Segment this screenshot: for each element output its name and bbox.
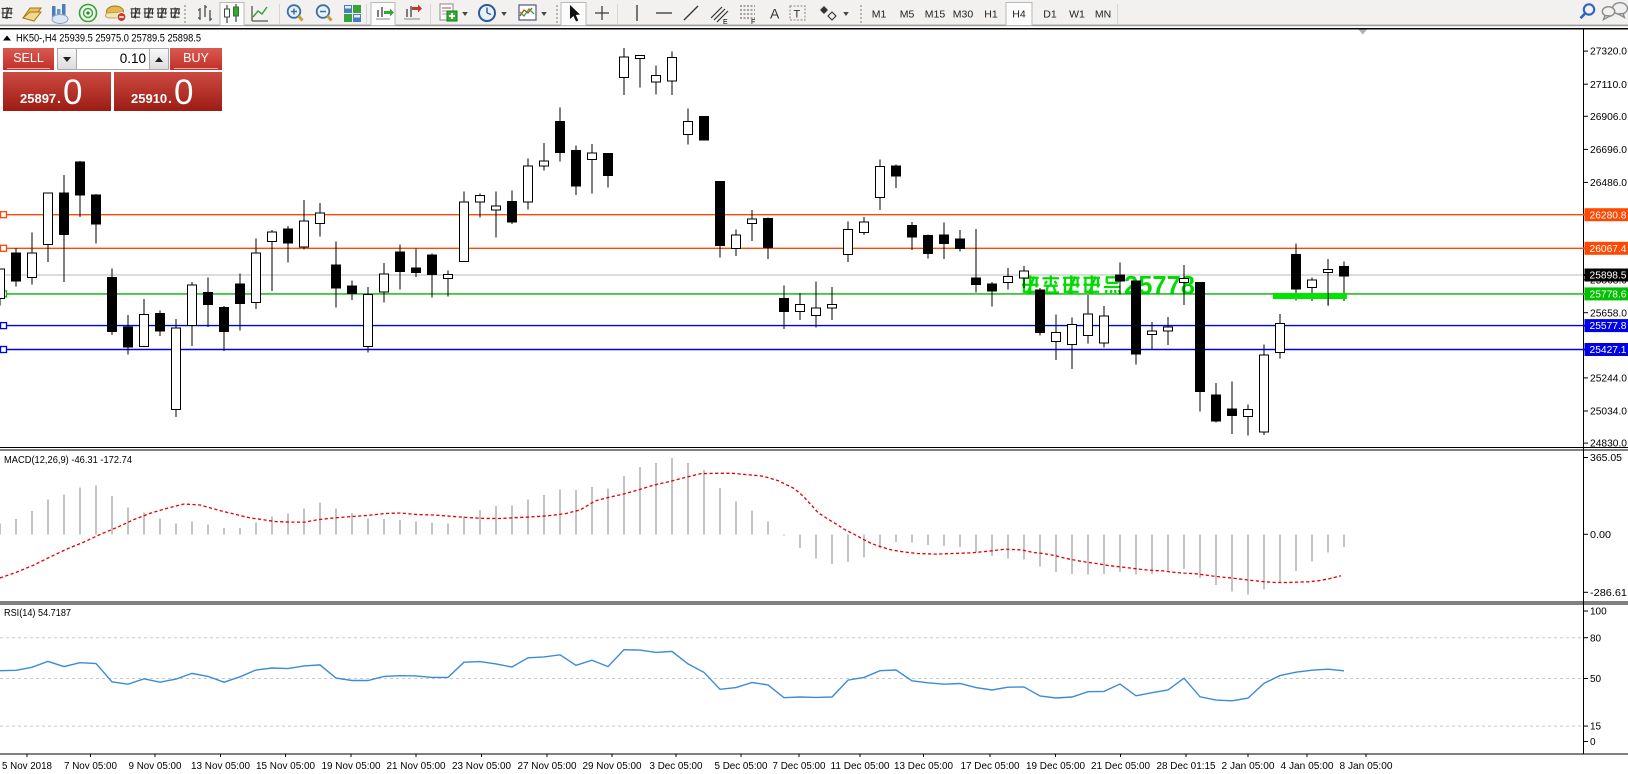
svg-text:5 Nov 2018: 5 Nov 2018	[2, 761, 52, 772]
svg-text:4 Jan 05:00: 4 Jan 05:00	[1281, 761, 1334, 772]
svg-text:25658.0: 25658.0	[1590, 308, 1627, 319]
svg-text:13 Dec 05:00: 13 Dec 05:00	[894, 761, 953, 772]
svg-text:26696.0: 26696.0	[1590, 145, 1627, 156]
svg-text:26486.0: 26486.0	[1590, 178, 1627, 189]
svg-text:2 Jan 05:00: 2 Jan 05:00	[1222, 761, 1275, 772]
svg-text:F: F	[751, 19, 755, 26]
svg-text:26067.4: 26067.4	[1590, 244, 1627, 255]
svg-text:-286.61: -286.61	[1590, 588, 1627, 599]
svg-text:W1: W1	[1069, 9, 1085, 21]
svg-text:25427.1: 25427.1	[1590, 345, 1627, 356]
svg-text:25034.0: 25034.0	[1590, 407, 1627, 418]
svg-text:19 Dec 05:00: 19 Dec 05:00	[1026, 761, 1085, 772]
svg-text:27110.0: 27110.0	[1590, 80, 1627, 91]
svg-text:H4: H4	[1012, 9, 1026, 21]
svg-text:9 Nov 05:00: 9 Nov 05:00	[129, 761, 182, 772]
svg-text:T: T	[794, 9, 801, 21]
svg-text:27320.0: 27320.0	[1590, 47, 1627, 58]
svg-text:M5: M5	[900, 9, 915, 21]
svg-text:25778.6: 25778.6	[1590, 290, 1627, 301]
svg-text:7 Dec 05:00: 7 Dec 05:00	[773, 761, 826, 772]
svg-text:D1: D1	[1043, 9, 1057, 21]
svg-text:MACD(12,26,9) -46.31 -172.74: MACD(12,26,9) -46.31 -172.74	[4, 455, 132, 466]
svg-text:0.00: 0.00	[1590, 530, 1611, 541]
svg-text:25577.8: 25577.8	[1590, 321, 1627, 332]
svg-text:5 Dec 05:00: 5 Dec 05:00	[715, 761, 768, 772]
svg-text:26280.8: 26280.8	[1590, 210, 1627, 221]
svg-text:27 Nov 05:00: 27 Nov 05:00	[518, 761, 577, 772]
svg-text:HK50-,H4 25939.5 25975.0 2578: HK50-,H4 25939.5 25975.0 25789.5 25898.5	[16, 33, 201, 45]
svg-text:M30: M30	[953, 9, 974, 21]
svg-text:23 Nov 05:00: 23 Nov 05:00	[452, 761, 511, 772]
svg-text:15 Nov 05:00: 15 Nov 05:00	[256, 761, 315, 772]
svg-text:29 Nov 05:00: 29 Nov 05:00	[583, 761, 642, 772]
svg-text:80: 80	[1590, 633, 1602, 644]
svg-text:M1: M1	[872, 9, 887, 21]
svg-text:17 Dec 05:00: 17 Dec 05:00	[961, 761, 1020, 772]
svg-text:25898.5: 25898.5	[1590, 271, 1627, 282]
svg-text:13 Nov 05:00: 13 Nov 05:00	[191, 761, 250, 772]
svg-text:0: 0	[1590, 737, 1596, 748]
svg-text:24830.0: 24830.0	[1590, 439, 1627, 450]
svg-text:M15: M15	[925, 9, 946, 21]
svg-text:21 Nov 05:00: 21 Nov 05:00	[387, 761, 446, 772]
svg-text:8 Jan 05:00: 8 Jan 05:00	[1340, 761, 1393, 772]
svg-text:26906.0: 26906.0	[1590, 112, 1627, 123]
svg-text:50: 50	[1590, 674, 1602, 685]
svg-text:365.05: 365.05	[1590, 453, 1622, 464]
svg-text:100: 100	[1590, 607, 1607, 618]
svg-text:E: E	[723, 19, 728, 26]
svg-text:21 Dec 05:00: 21 Dec 05:00	[1091, 761, 1150, 772]
svg-text:11 Dec 05:00: 11 Dec 05:00	[831, 761, 890, 772]
svg-text:7 Nov 05:00: 7 Nov 05:00	[64, 761, 117, 772]
svg-text:MN: MN	[1095, 9, 1111, 21]
svg-text:19 Nov 05:00: 19 Nov 05:00	[322, 761, 381, 772]
svg-text:RSI(14) 54.7187: RSI(14) 54.7187	[4, 608, 71, 619]
svg-text:A: A	[770, 6, 780, 22]
svg-text:25244.0: 25244.0	[1590, 374, 1627, 385]
svg-text:3 Dec 05:00: 3 Dec 05:00	[650, 761, 703, 772]
svg-text:H1: H1	[984, 9, 998, 21]
svg-text:28 Dec 01:15: 28 Dec 01:15	[1157, 761, 1216, 772]
svg-text:15: 15	[1590, 722, 1602, 733]
